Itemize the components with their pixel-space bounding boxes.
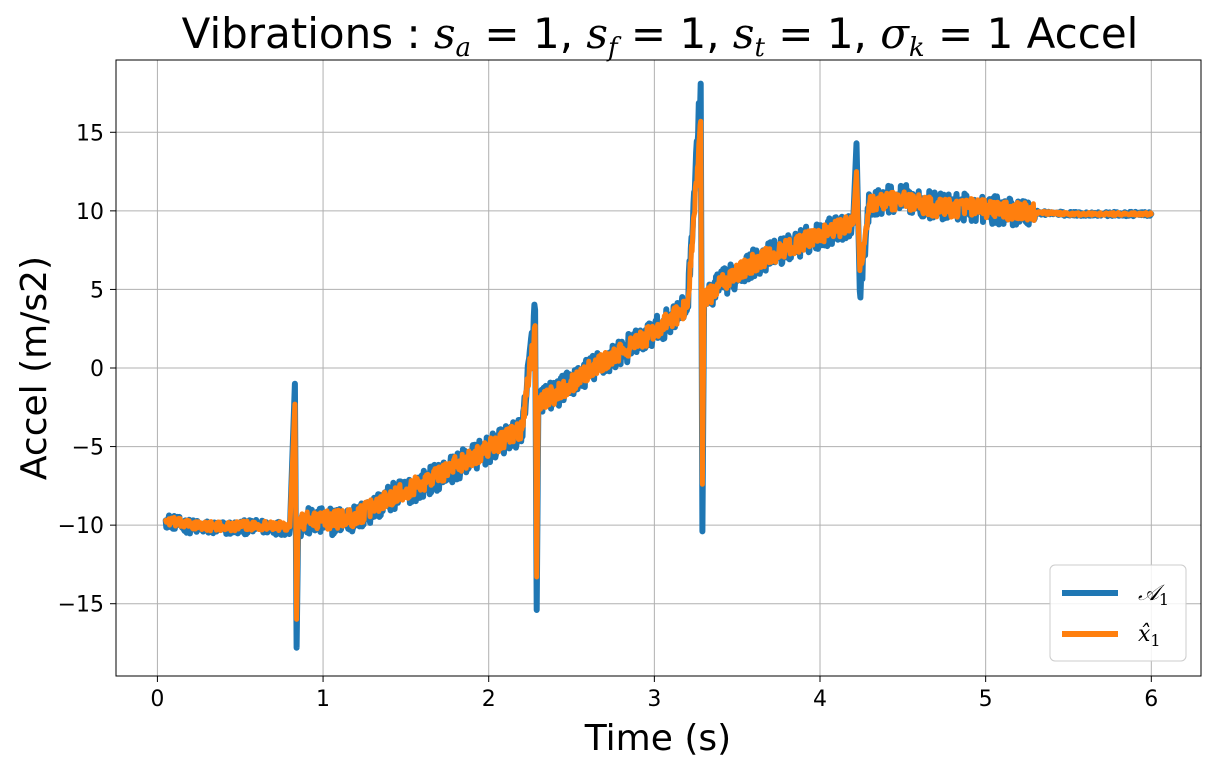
series-layer <box>162 80 1155 651</box>
chart-title: Vibrations : sa = 1, sf = 1, st = 1, σk … <box>182 9 1139 63</box>
legend-box <box>1049 564 1187 662</box>
x-tick-label: 4 <box>813 687 827 712</box>
y-tick-label: −15 <box>58 593 104 618</box>
y-tick-label: −10 <box>58 514 104 539</box>
y-tick-label: 5 <box>90 278 104 303</box>
series-line-1 <box>162 80 1155 651</box>
x-axis-label: Time (s) <box>584 718 731 759</box>
x-tick-label: 5 <box>979 687 993 712</box>
x-tick-label: 6 <box>1144 687 1158 712</box>
y-tick-label: 15 <box>76 121 104 146</box>
series-line-2 <box>163 118 1154 622</box>
legend-label-series-2: x̂1 <box>1138 622 1161 650</box>
tick-layer: 0 1 2 3 4 5 6 −15 −10 −5 0 5 10 15 <box>58 121 1159 712</box>
legend: 𝒜1 x̂1 <box>1049 564 1187 662</box>
x-tick-label: 3 <box>647 687 661 712</box>
x-tick-label: 1 <box>316 687 330 712</box>
y-tick-label: −5 <box>72 436 104 461</box>
y-tick-label: 10 <box>76 200 104 225</box>
y-axis-label: Accel (m/s2) <box>14 256 55 480</box>
y-tick-label: 0 <box>90 357 104 382</box>
x-tick-label: 0 <box>150 687 164 712</box>
grid-layer <box>116 60 1201 676</box>
x-tick-label: 2 <box>482 687 496 712</box>
